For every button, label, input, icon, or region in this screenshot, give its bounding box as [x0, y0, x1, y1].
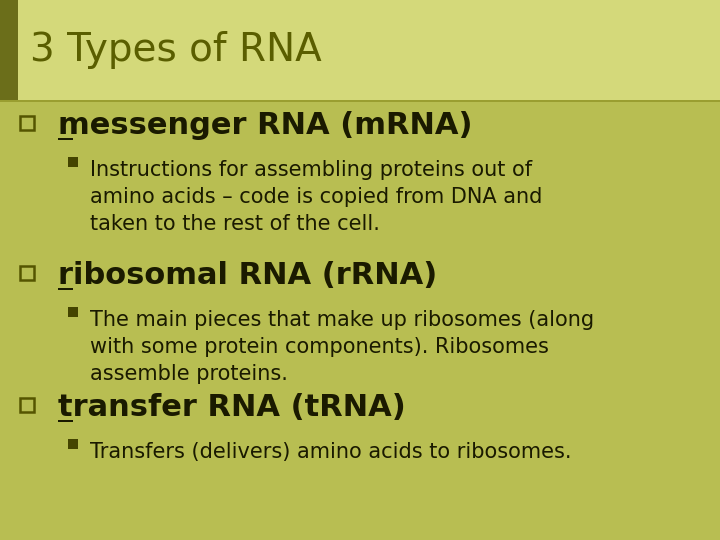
Bar: [58, 420, 73, 422]
Bar: [20, 266, 34, 280]
Text: messenger RNA (mRNA): messenger RNA (mRNA): [58, 111, 472, 139]
Text: Instructions for assembling proteins out of
amino acids – code is copied from DN: Instructions for assembling proteins out…: [90, 160, 542, 234]
Bar: [0, 100, 720, 102]
Bar: [58, 288, 73, 289]
Bar: [68, 157, 78, 167]
Text: ribosomal RNA (rRNA): ribosomal RNA (rRNA): [58, 260, 437, 289]
Text: transfer RNA (tRNA): transfer RNA (tRNA): [58, 393, 406, 422]
Bar: [58, 138, 73, 139]
Bar: [20, 116, 34, 130]
Bar: [0, 0, 720, 100]
Bar: [0, 0, 18, 100]
Text: The main pieces that make up ribosomes (along
with some protein components). Rib: The main pieces that make up ribosomes (…: [90, 310, 594, 384]
Bar: [68, 307, 78, 317]
Bar: [68, 439, 78, 449]
Bar: [20, 398, 34, 412]
Text: Transfers (delivers) amino acids to ribosomes.: Transfers (delivers) amino acids to ribo…: [90, 442, 572, 462]
Text: 3 Types of RNA: 3 Types of RNA: [30, 31, 322, 69]
